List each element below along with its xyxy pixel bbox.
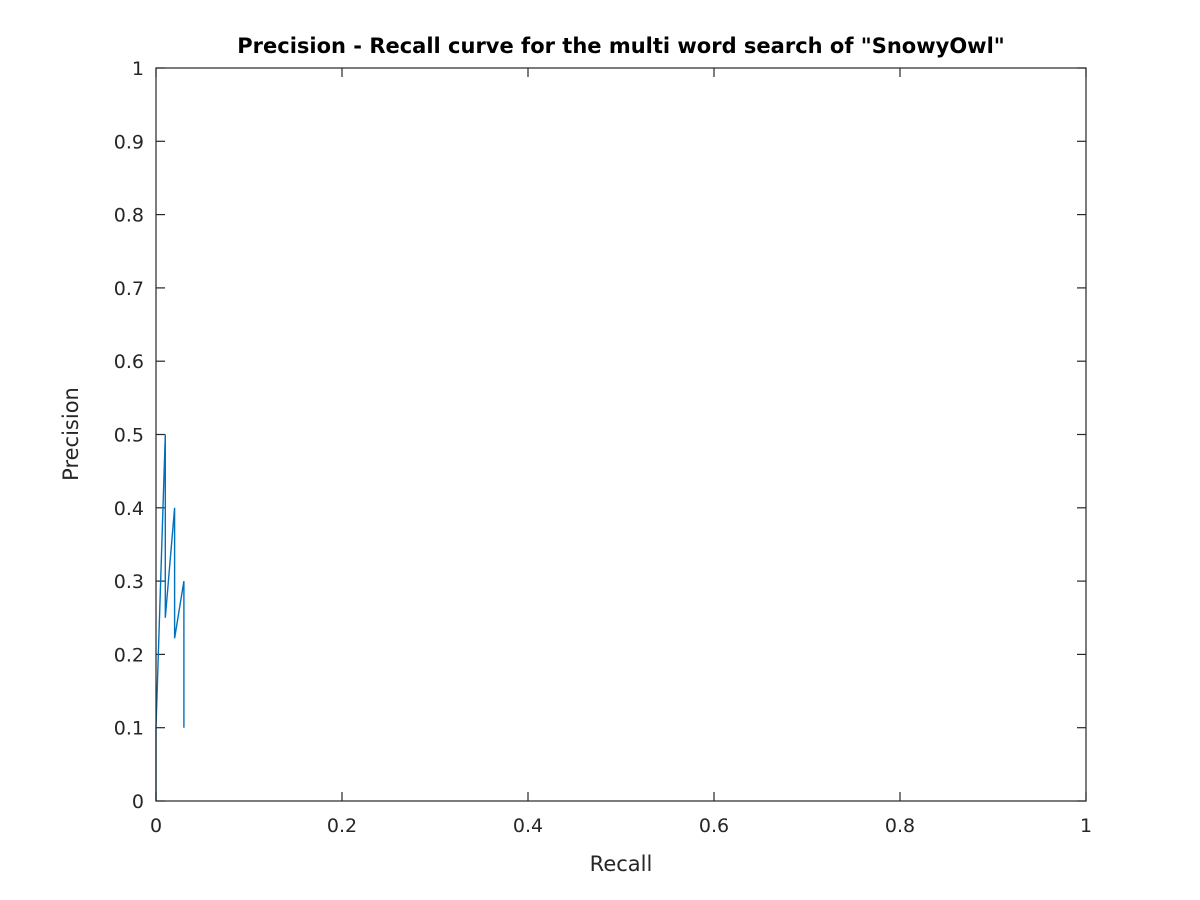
x-axis-ticks: 0 0.2 0.4 0.6 0.8 1 bbox=[150, 68, 1092, 837]
y-tick-label: 0.4 bbox=[114, 498, 144, 520]
x-tick-label: 0.2 bbox=[327, 815, 357, 837]
y-tick-label: 1 bbox=[132, 58, 144, 80]
x-tick-label: 0.6 bbox=[699, 815, 729, 837]
chart-title: Precision - Recall curve for the multi w… bbox=[237, 34, 1004, 58]
y-axis-label: Precision bbox=[59, 387, 83, 481]
y-tick-label: 0.5 bbox=[114, 425, 144, 447]
x-tick-label: 0.4 bbox=[513, 815, 543, 837]
series-layer bbox=[155, 434, 185, 801]
x-tick-label: 0.8 bbox=[885, 815, 915, 837]
y-tick-label: 0.6 bbox=[114, 351, 144, 373]
x-tick-label: 1 bbox=[1080, 815, 1092, 837]
y-tick-label: 0.3 bbox=[114, 571, 144, 593]
axes-frame bbox=[155, 67, 1087, 802]
x-tick-label: 0 bbox=[150, 815, 162, 837]
y-tick-label: 0.1 bbox=[114, 718, 144, 740]
y-tick-label: 0.2 bbox=[114, 644, 144, 666]
y-tick-label: 0 bbox=[132, 791, 144, 813]
x-axis-label: Recall bbox=[590, 852, 653, 876]
y-axis-ticks: 0 0.1 0.2 0.3 0.4 0.5 0.6 0.7 0.8 0.9 1 bbox=[114, 58, 1086, 813]
y-tick-label: 0.8 bbox=[114, 205, 144, 227]
y-tick-label: 0.7 bbox=[114, 278, 144, 300]
y-tick-label: 0.9 bbox=[114, 131, 144, 153]
precision-recall-series-line bbox=[155, 434, 185, 801]
plot-area: 0 0.1 0.2 0.3 0.4 0.5 0.6 0.7 0.8 0.9 1 0 0.2 0.4 0.6… bbox=[114, 58, 1092, 837]
